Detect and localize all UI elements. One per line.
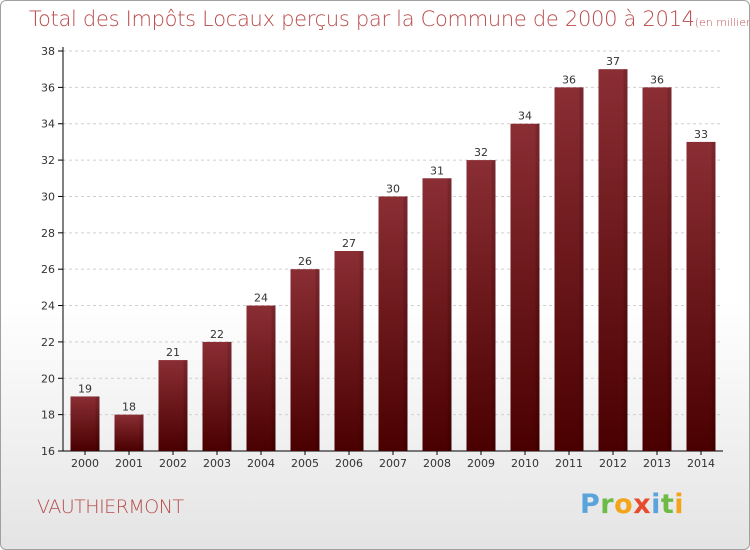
y-tick-label: 24 [41,300,55,313]
bar-shade [403,196,408,451]
chart-title: Total des Impôts Locaux perçus par la Co… [29,7,749,31]
bar-shade [667,87,672,451]
bar [510,123,540,452]
data-label: 27 [342,237,356,250]
bar [378,196,408,451]
bar [114,414,144,451]
data-label: 36 [562,73,576,86]
bar-shade [623,69,628,451]
bar [290,269,320,451]
y-tick-label: 20 [41,372,55,385]
y-tick-label: 32 [41,154,55,167]
chart-title-text: Total des Impôts Locaux perçus par la Co… [29,7,695,31]
bar-shade [535,123,540,452]
brand-logo-letter: P [580,489,601,520]
bar-shade [271,305,276,451]
data-label: 34 [518,110,532,123]
x-tick-label: 2013 [643,457,671,470]
bar-shade [139,414,144,451]
x-tick-label: 2003 [203,457,231,470]
brand-logo-letter: i [674,489,685,520]
brand-logo[interactable]: Proxiti [580,489,684,520]
x-tick-label: 2010 [511,457,539,470]
bar [246,305,276,451]
bar-shade [315,269,320,451]
y-tick-label: 36 [41,81,55,94]
bar [554,87,584,451]
y-tick-label: 28 [41,227,55,240]
x-tick-label: 2006 [335,457,363,470]
bar-shade [447,178,452,452]
data-label: 36 [650,73,664,86]
commune-name: VAUTHIERMONT [37,496,184,518]
y-tick-label: 26 [41,263,55,276]
data-label: 26 [298,255,312,268]
data-label: 18 [122,401,136,414]
y-tick-label: 18 [41,409,55,422]
bar [598,69,628,451]
y-tick-label: 22 [41,336,55,349]
x-tick-label: 2008 [423,457,451,470]
bar [642,87,672,451]
bar-shade [359,251,364,451]
x-tick-label: 2000 [71,457,99,470]
bar [70,396,100,451]
bar-shade [579,87,584,451]
data-label: 22 [210,328,224,341]
y-tick-label: 38 [41,45,55,58]
y-tick-label: 30 [41,190,55,203]
bar [158,360,188,451]
x-tick-label: 2009 [467,457,495,470]
data-label: 33 [694,128,708,141]
bar [422,178,452,452]
data-label: 30 [386,182,400,195]
x-tick-label: 2011 [555,457,583,470]
x-tick-label: 2005 [291,457,319,470]
data-label: 21 [166,346,180,359]
bar [202,341,232,451]
x-tick-label: 2002 [159,457,187,470]
data-label: 19 [78,382,92,395]
bar-shade [95,396,100,451]
x-tick-label: 2001 [115,457,143,470]
bar-shade [227,341,232,451]
x-tick-label: 2012 [599,457,627,470]
x-tick-label: 2014 [687,457,715,470]
y-tick-label: 34 [41,118,55,131]
bar [466,160,496,451]
x-tick-label: 2007 [379,457,407,470]
bar [334,251,364,451]
data-label: 24 [254,292,268,305]
brand-logo-letter: o [614,489,634,520]
data-label: 37 [606,55,620,68]
brand-logo-letter: i [651,489,661,520]
data-label: 32 [474,146,488,159]
bar-shade [491,160,496,451]
bar-shade [711,141,716,451]
data-label: 31 [430,164,444,177]
y-tick-label: 16 [41,445,55,458]
bar [686,141,716,451]
x-tick-label: 2004 [247,457,275,470]
chart-subtitle: (en milliers d'€) [694,16,749,29]
brand-logo-letter: t [660,489,675,520]
brand-logo-letter: r [600,489,615,520]
brand-logo-letter: x [633,489,652,520]
bar-shade [183,360,188,451]
